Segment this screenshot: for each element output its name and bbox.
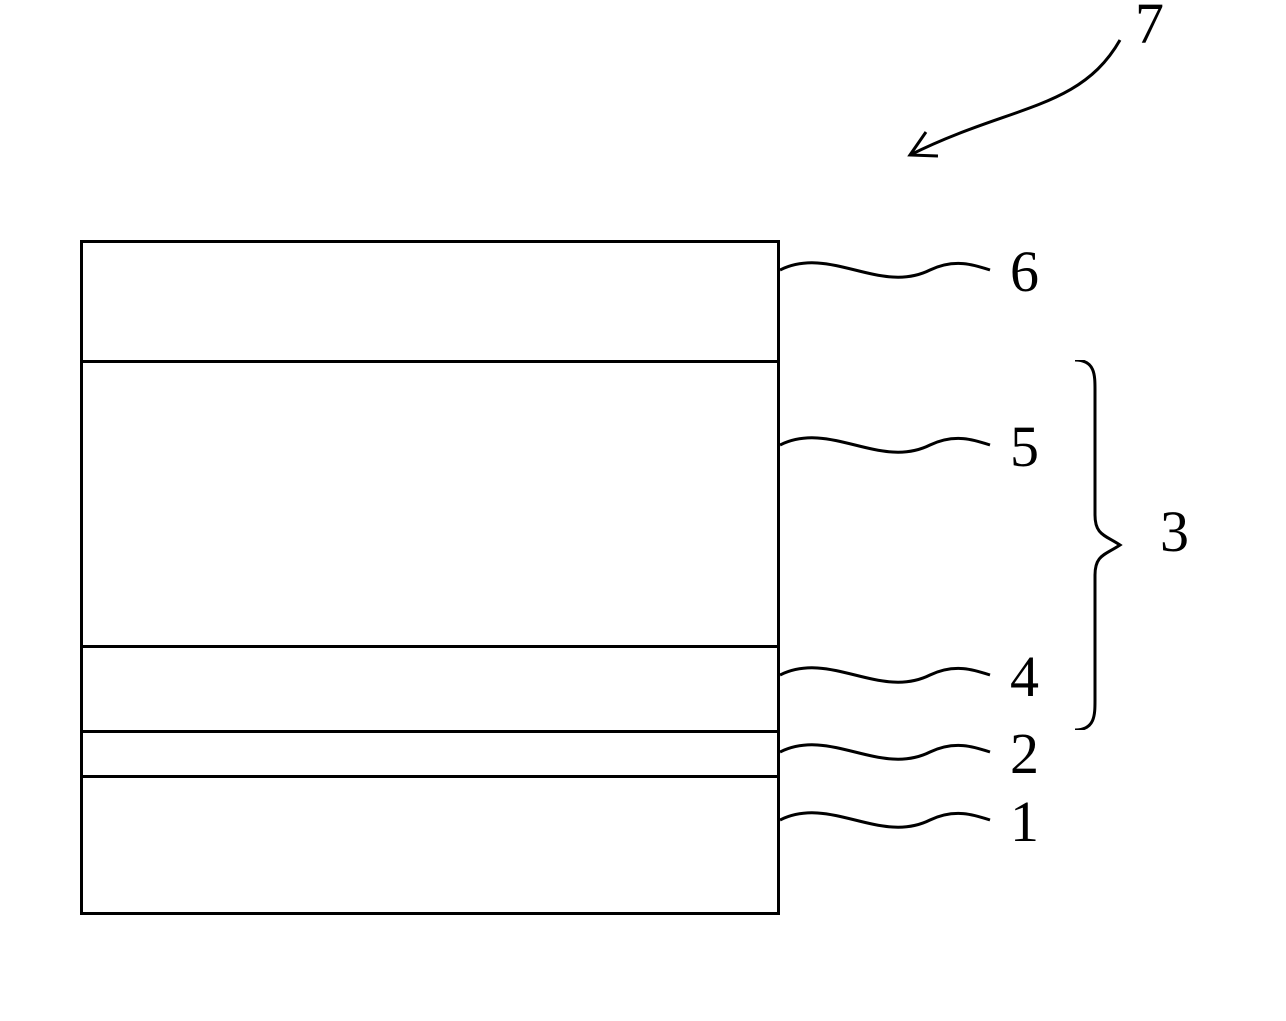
layer-6-leader [780,240,1000,300]
layer-2-label: 2 [1010,720,1039,787]
layer-4-label: 4 [1010,643,1039,710]
group-brace [1070,360,1150,730]
layer-6-label: 6 [1010,238,1039,305]
layer-4-leader [780,645,1000,705]
layer-4 [80,645,780,733]
layer-diagram: 1245637 [80,170,1180,970]
assembly-label: 7 [1135,0,1164,57]
layer-2 [80,730,780,778]
layer-6 [80,240,780,363]
layer-5 [80,360,780,648]
layer-2-leader [780,722,1000,782]
layer-1 [80,775,780,915]
layer-5-leader [780,415,1000,475]
layer-1-label: 1 [1010,788,1039,855]
assembly-arrow [870,0,1160,195]
group-label: 3 [1160,498,1189,565]
layer-1-leader [780,790,1000,850]
layer-5-label: 5 [1010,413,1039,480]
